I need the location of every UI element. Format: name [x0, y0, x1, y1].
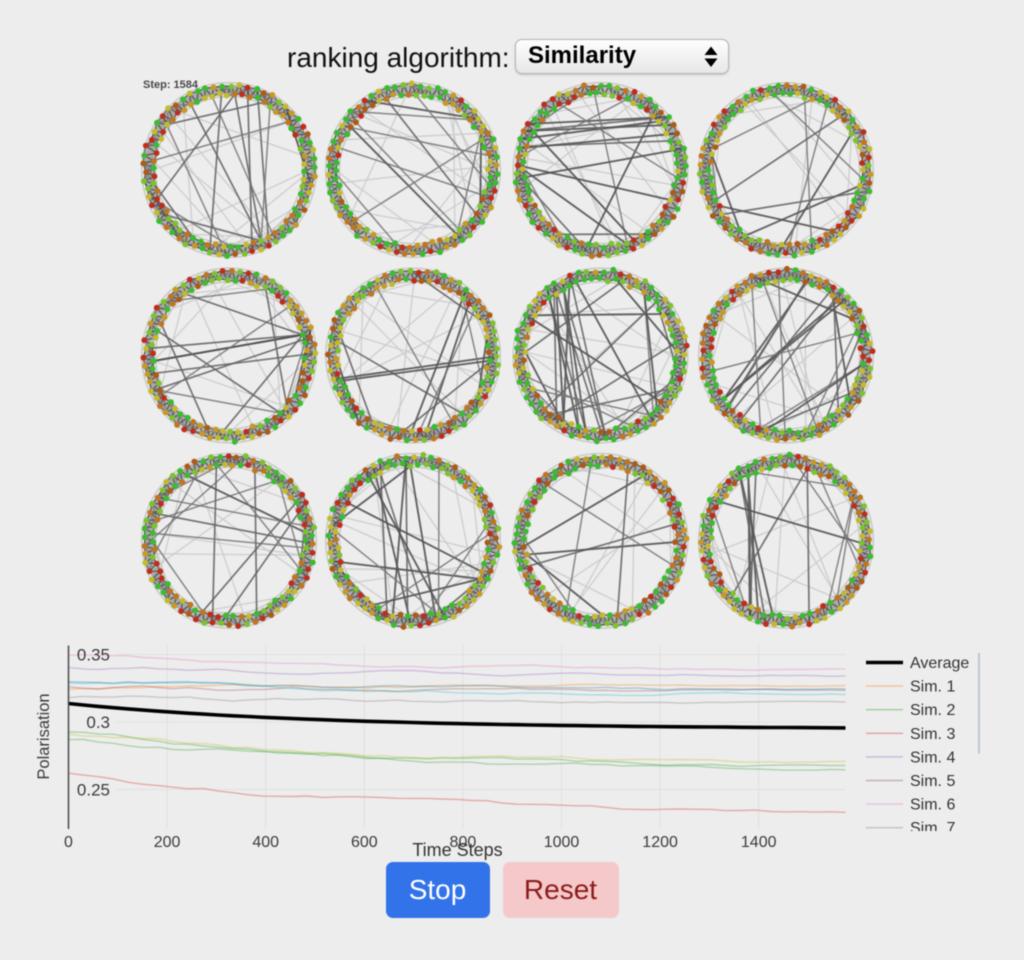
svg-text:1200: 1200 — [642, 834, 678, 851]
svg-text:0.25: 0.25 — [77, 781, 110, 800]
svg-text:0.3: 0.3 — [86, 713, 110, 732]
svg-text:1000: 1000 — [544, 834, 580, 851]
svg-text:0.35: 0.35 — [77, 646, 110, 665]
svg-text:400: 400 — [252, 834, 279, 851]
svg-text:200: 200 — [154, 834, 181, 851]
svg-text:Polarisation: Polarisation — [35, 693, 53, 779]
svg-text:600: 600 — [351, 834, 378, 851]
svg-text:Sim. 1: Sim. 1 — [910, 679, 955, 696]
svg-text:1400: 1400 — [741, 834, 777, 851]
svg-text:Sim. 6: Sim. 6 — [910, 797, 955, 814]
svg-text:Time Steps: Time Steps — [412, 840, 502, 860]
svg-text:0: 0 — [64, 834, 73, 851]
svg-text:Sim. 5: Sim. 5 — [910, 773, 955, 790]
svg-text:Sim. 3: Sim. 3 — [910, 726, 955, 743]
svg-text:Sim. 2: Sim. 2 — [910, 702, 955, 719]
svg-text:Average: Average — [910, 655, 969, 672]
svg-text:800: 800 — [450, 834, 477, 851]
svg-text:Sim. 4: Sim. 4 — [910, 749, 955, 766]
